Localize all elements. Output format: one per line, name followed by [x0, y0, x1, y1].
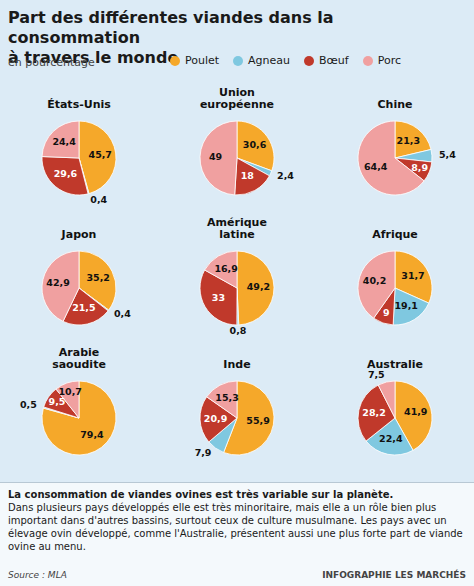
pie: Arabiesaoudite 79,4 0,5 9,510,7 [20, 346, 116, 455]
data-label: 35,2 [86, 272, 109, 283]
pie-grid: États-Unis 45,7 0,4 29,6 24,4 Unioneuropéenne… [0, 86, 474, 478]
data-label: 21,3 [397, 135, 420, 146]
data-label: 22,4 [379, 433, 403, 444]
pie-name-line: États-Unis [47, 98, 111, 111]
pie-slice [42, 157, 88, 195]
legend-label: Agneau [248, 54, 290, 67]
pie-name-line: saoudite [52, 358, 106, 371]
subtitle: en pourcentage [8, 56, 95, 69]
data-label: 28,2 [362, 407, 385, 418]
pie-name-line: Japon [61, 228, 97, 241]
pie-name-line: Afrique [372, 228, 418, 241]
data-label: 9,5 [49, 396, 66, 407]
data-label: 8,9 [411, 162, 428, 173]
pie-name: Japon [61, 228, 97, 241]
data-label: 49,2 [247, 281, 270, 292]
footer: La consommation de viandes ovines est tr… [0, 482, 474, 586]
pie: États-Unis 45,7 0,4 29,6 24,4 [42, 98, 116, 205]
pie-slice [205, 251, 237, 288]
data-label: 0,5 [20, 399, 37, 410]
data-label: 79,4 [80, 429, 104, 440]
pie-slice [358, 251, 395, 318]
legend-label: Poulet [185, 54, 219, 67]
legend-item: Bœuf [304, 54, 349, 67]
pie-slice [42, 121, 79, 158]
legend-item: Poulet [170, 54, 219, 67]
data-label: 15,3 [215, 392, 238, 403]
data-label: 16,9 [214, 263, 237, 274]
legend-swatch [304, 56, 314, 66]
data-label: 21,5 [72, 302, 95, 313]
pie-slice [200, 121, 237, 195]
pie-slice [237, 251, 274, 325]
data-label: 49 [209, 151, 222, 162]
data-label: 24,4 [52, 136, 76, 147]
data-label: 18 [241, 170, 255, 181]
data-label: 5,4 [439, 149, 456, 160]
pie-name-line: latine [219, 228, 255, 241]
pie-name-line: européenne [200, 98, 274, 111]
data-label: 33 [212, 292, 225, 303]
pie: Unioneuropéenne 30,6 2,4 18 49 [200, 86, 294, 195]
pie-slice [42, 381, 116, 455]
annotation: Dans plusieurs pays développés elle est … [8, 502, 463, 552]
pie: Amériquelatine 49,2 0,8 33 16,9 [200, 216, 274, 336]
credit: INFOGRAPHIE LES MARCHÉS [322, 569, 466, 582]
data-label: 7,9 [195, 447, 212, 458]
data-label: 19,1 [394, 300, 417, 311]
legend-item: Agneau [233, 54, 290, 67]
pie: Japon 35,2 0,4 21,5 42,9 [42, 228, 131, 325]
pie-name-line: Chine [378, 98, 413, 111]
pie-slice [393, 288, 429, 325]
pie-name: Amériquelatine [207, 216, 267, 241]
legend-label: Bœuf [319, 54, 349, 67]
pie-name: Afrique [372, 228, 418, 241]
pie-name: Inde [223, 358, 250, 371]
legend-swatch [363, 56, 373, 66]
data-label: 42,9 [46, 277, 69, 288]
pie-name-line: Inde [223, 358, 250, 371]
legend-item: Porc [363, 54, 401, 67]
pie-name: Unioneuropéenne [200, 86, 274, 111]
legend-swatch [170, 56, 180, 66]
pie-slice [358, 121, 424, 195]
data-label: 55,9 [246, 415, 269, 426]
pie: Afrique 31,7 19,1 9 40,2 [358, 228, 432, 325]
legend-label: Porc [378, 54, 401, 67]
data-label: 10,7 [58, 386, 81, 397]
data-label: 2,4 [277, 170, 294, 181]
legend: Poulet Agneau Bœuf Porc [170, 54, 401, 67]
data-label: 20,9 [204, 413, 227, 424]
pie: Inde 55,9 7,9 20,9 15,3 [195, 358, 274, 458]
annotation: La consommation de viandes ovines est tr… [8, 489, 393, 500]
pie: Australie41,922,428,27,5 [358, 358, 432, 455]
data-label: 0,4 [90, 194, 107, 205]
data-label: 64,4 [364, 161, 388, 172]
source: Source : MLA [8, 569, 67, 582]
legend-swatch [233, 56, 243, 66]
pie-name: Chine [378, 98, 413, 111]
data-label: 45,7 [89, 149, 112, 160]
pie-name: Arabiesaoudite [52, 346, 106, 371]
data-label: 7,5 [368, 369, 385, 380]
pie-slice [235, 158, 270, 195]
data-label: 29,6 [54, 168, 78, 179]
data-label: 41,9 [404, 406, 427, 417]
data-label: 30,6 [243, 139, 267, 150]
pie: Chine 21,3 5,4 8,9 64,4 [358, 98, 456, 195]
data-label: 40,2 [363, 275, 386, 286]
pie-name: États-Unis [47, 98, 111, 111]
data-label: 31,7 [401, 270, 424, 281]
data-label: 0,8 [230, 325, 247, 336]
data-label: 9 [383, 307, 390, 318]
data-label: 0,4 [114, 308, 131, 319]
